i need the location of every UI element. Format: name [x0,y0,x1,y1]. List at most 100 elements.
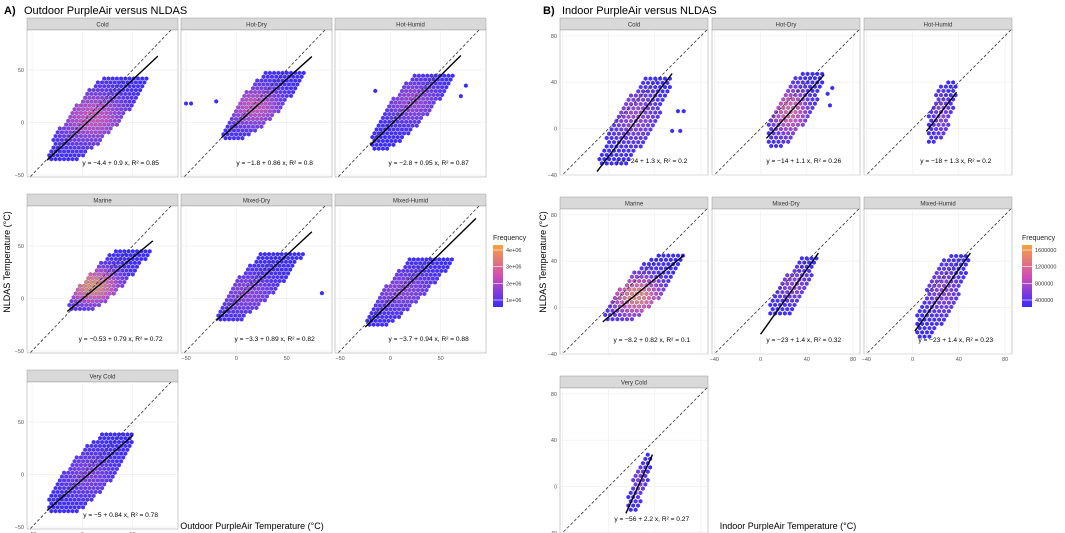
hexbin [397,307,401,312]
hexbin [929,118,934,123]
hexbin [112,80,117,85]
hexbin [420,280,425,285]
hexbin [74,493,79,499]
hexbin [119,107,124,112]
hexbin [234,132,239,137]
hexbin [130,249,135,254]
hexbin [927,300,932,305]
hexbin [267,86,272,91]
hexbin [932,308,937,314]
hexbin [397,100,402,105]
hexbin [807,268,812,274]
hexbin [83,133,88,139]
hexbin [279,251,284,257]
hexbin [621,123,626,128]
hexbin [237,282,242,288]
hexbin [397,284,401,289]
hexbin [438,88,442,94]
hexbin [81,497,86,502]
hexbin [380,322,385,327]
hexbin [83,110,88,116]
hexbin [650,106,655,111]
hexbin [92,279,97,285]
legend-label: 1200000 [1035,265,1056,271]
hexbin [101,264,106,269]
hexbin [74,103,79,108]
hexbin [626,156,631,162]
hexbin [132,260,137,266]
hexbin [799,281,804,286]
hexbin [626,494,631,500]
hexbin [120,260,125,266]
hexbin [251,116,255,122]
hexbin [810,71,815,77]
hexbin [371,322,376,327]
hexbin [256,255,261,261]
hexbin [636,494,640,500]
hexbin [83,455,88,460]
hexbin [262,282,267,288]
hexbin [89,137,94,143]
hexbin [792,302,797,308]
hexbin [225,124,230,129]
hexbin [114,76,119,81]
hexbin [86,306,91,312]
hexbin [108,478,113,483]
hexbin [91,110,96,116]
hexbin [386,287,391,293]
hexbin [295,82,300,87]
hexbin [272,109,277,114]
hexbin [69,298,74,304]
hexbin [103,283,108,289]
hexbin [668,274,673,280]
hexbin [80,287,85,292]
hexbin [631,139,636,145]
hexbin [98,474,102,479]
left-y-axis-title: NLDAS Temperature (°C) [2,211,12,312]
regression-line [66,240,154,312]
hexbin [233,313,238,318]
hexbin [252,301,257,307]
hexbin [612,295,617,301]
hexbin [782,302,787,308]
regression-line [46,55,159,161]
hexbin [636,106,641,111]
hexbin [105,272,110,277]
hexbin [79,141,83,147]
legend-label: 1e+06 [506,298,521,304]
hexbin [800,122,805,128]
hexbin [631,131,636,136]
hexbin [769,126,774,132]
hexbin [795,97,800,102]
hexbin [920,313,925,318]
hexbin [270,74,274,80]
hexbin [371,307,376,312]
hexbin [637,304,642,309]
hexbin [66,478,71,483]
hexbin [248,278,253,284]
hexbin [92,295,97,300]
right-x-axis-title: Indoor PurpleAir Temperature (°C) [720,521,857,531]
hexbin [238,132,243,137]
hexbin [939,270,944,276]
facet-strip-label: Mixed-Humid [920,202,955,208]
hexbin [259,78,264,83]
hexbin [229,132,234,137]
x-tick-label: 40 [804,357,810,363]
hexbin [227,135,232,141]
hexbin [932,275,937,280]
hexbin [944,262,949,267]
hexbin [272,93,277,99]
hexbin [275,282,280,288]
hexbin [103,298,108,304]
hexbin [665,89,670,94]
hexbin [778,143,783,149]
hexbin [386,295,391,301]
hexbin [229,313,233,318]
hexbin [615,291,620,297]
hexbin [57,501,62,506]
hexbin [626,123,631,128]
hexbin [83,95,88,101]
hexbin [425,111,430,117]
